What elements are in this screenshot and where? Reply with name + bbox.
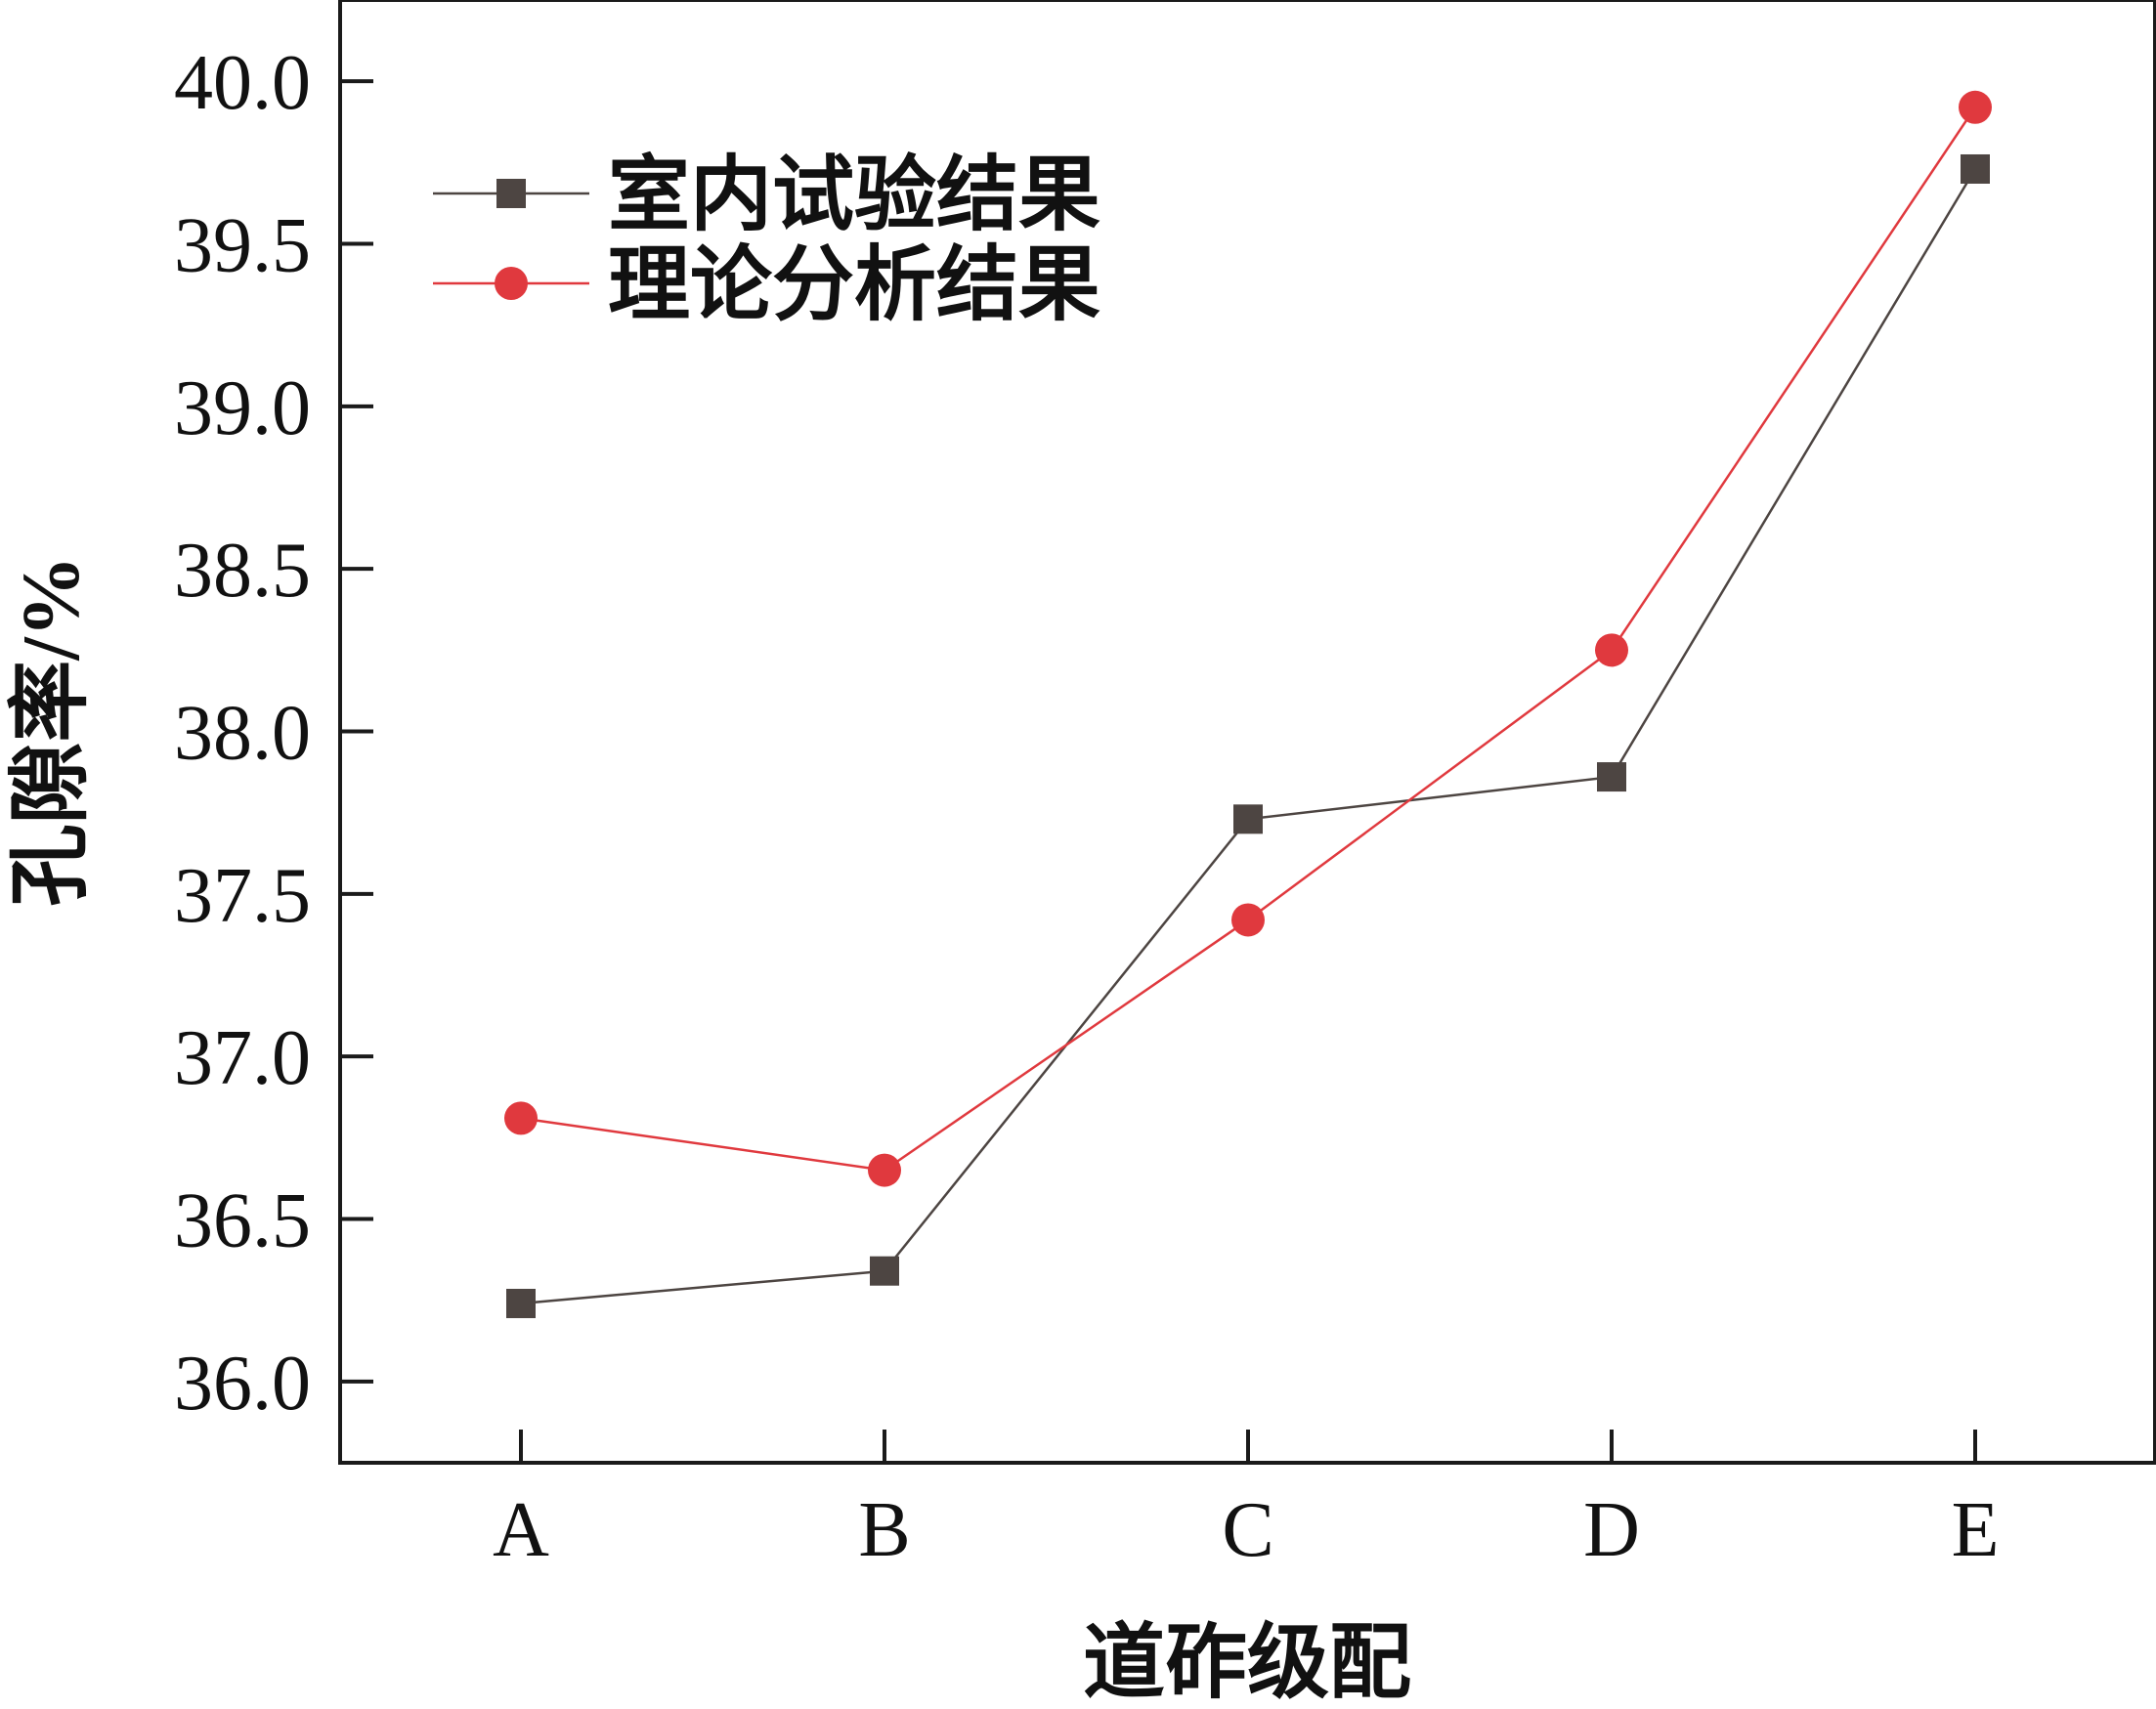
y-tick-label: 40.0	[174, 40, 311, 126]
y-axis: 36.0 36.5 37.0 37.5 38.0 38.5 39.0 39.5 40.0	[174, 40, 373, 1427]
y-tick-label: 39.0	[174, 365, 311, 451]
x-tick-label: C	[1222, 1487, 1273, 1573]
x-tick-label: A	[493, 1487, 549, 1573]
data-point-circle	[504, 1101, 538, 1135]
series-layer	[504, 90, 1992, 1318]
legend-item: 室内试验结果	[433, 150, 1100, 241]
series-line	[520, 168, 1977, 1305]
data-point-square	[1233, 804, 1263, 834]
y-tick-label: 37.5	[174, 853, 311, 939]
x-tick-label: D	[1583, 1487, 1640, 1573]
data-point-circle	[868, 1153, 901, 1187]
legend-item: 理论分析结果	[433, 240, 1100, 331]
x-tick-label: B	[858, 1487, 910, 1573]
data-point-circle	[1959, 90, 1992, 124]
y-tick-label: 36.0	[174, 1341, 311, 1427]
series-1	[506, 153, 1990, 1318]
legend-label: 室内试验结果	[608, 150, 1100, 241]
y-tick-label: 36.5	[174, 1178, 311, 1264]
x-axis-title: 道砟级配	[1083, 1618, 1411, 1704]
y-axis-title: 孔隙率/%	[6, 555, 97, 906]
legend-label: 理论分析结果	[608, 240, 1100, 331]
data-point-circle	[1231, 903, 1265, 937]
data-point-square	[1597, 762, 1626, 792]
x-tick-label: E	[1952, 1487, 2000, 1573]
y-tick-label: 38.5	[174, 528, 311, 614]
legend-marker-square	[496, 179, 526, 208]
data-point-square	[870, 1256, 899, 1286]
data-point-square	[506, 1288, 536, 1318]
legend-marker-circle	[495, 267, 528, 300]
y-tick-label: 39.5	[174, 203, 311, 289]
series-2	[504, 90, 1992, 1187]
data-point-circle	[1595, 633, 1628, 667]
y-tick-label: 38.0	[174, 691, 311, 777]
y-tick-label: 37.0	[174, 1015, 311, 1101]
data-point-square	[1961, 153, 1990, 184]
x-axis: A B C D E	[493, 1430, 1999, 1573]
